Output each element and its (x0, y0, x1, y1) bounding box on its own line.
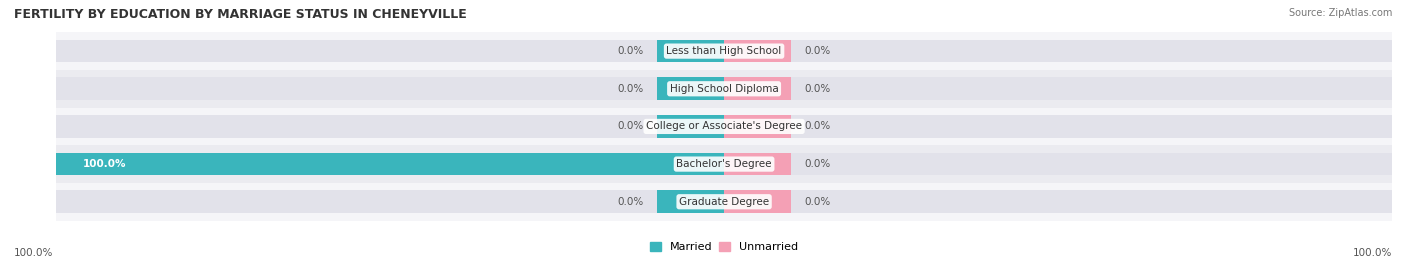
Legend: Married, Unmarried: Married, Unmarried (645, 237, 803, 256)
Bar (56, 40, 1392, 62)
Text: Less than High School: Less than High School (666, 46, 782, 56)
Text: FERTILITY BY EDUCATION BY MARRIAGE STATUS IN CHENEYVILLE: FERTILITY BY EDUCATION BY MARRIAGE STATU… (14, 8, 467, 21)
Text: 0.0%: 0.0% (804, 121, 831, 132)
Text: 0.0%: 0.0% (617, 46, 644, 56)
Text: 100.0%: 100.0% (83, 159, 127, 169)
Bar (56, 183, 1392, 221)
Bar (56, 153, 724, 175)
Text: Source: ZipAtlas.com: Source: ZipAtlas.com (1288, 8, 1392, 18)
Text: 0.0%: 0.0% (804, 159, 831, 169)
Text: High School Diploma: High School Diploma (669, 84, 779, 94)
Bar (56, 32, 1392, 70)
Bar (658, 40, 724, 62)
Bar (56, 70, 1392, 108)
Text: 100.0%: 100.0% (1353, 248, 1392, 258)
Text: 0.0%: 0.0% (617, 84, 644, 94)
Bar (658, 77, 724, 100)
Bar (56, 77, 1392, 100)
Bar (56, 190, 1392, 213)
Bar (724, 115, 790, 138)
Text: 0.0%: 0.0% (617, 121, 644, 132)
Text: 0.0%: 0.0% (804, 197, 831, 207)
Bar (56, 115, 1392, 138)
Bar (56, 145, 1392, 183)
Text: 100.0%: 100.0% (14, 248, 53, 258)
Bar (658, 115, 724, 138)
Text: College or Associate's Degree: College or Associate's Degree (647, 121, 801, 132)
Text: Bachelor's Degree: Bachelor's Degree (676, 159, 772, 169)
Bar (56, 153, 1392, 175)
Bar (724, 153, 790, 175)
Text: 0.0%: 0.0% (804, 46, 831, 56)
Bar (724, 77, 790, 100)
Text: 0.0%: 0.0% (804, 84, 831, 94)
Text: 0.0%: 0.0% (617, 197, 644, 207)
Bar (724, 190, 790, 213)
Bar (658, 190, 724, 213)
Text: Graduate Degree: Graduate Degree (679, 197, 769, 207)
Bar (56, 108, 1392, 145)
Bar (724, 40, 790, 62)
